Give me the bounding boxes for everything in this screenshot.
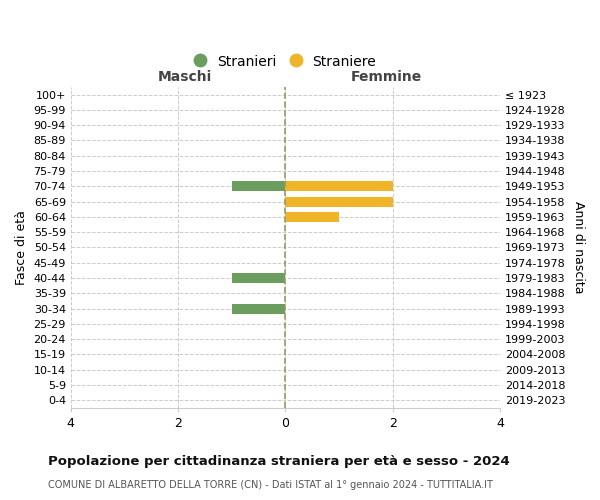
Y-axis label: Anni di nascita: Anni di nascita <box>572 201 585 294</box>
Bar <box>232 273 286 283</box>
Text: Maschi: Maschi <box>157 70 212 84</box>
Bar <box>286 196 392 206</box>
Bar <box>286 212 339 222</box>
Y-axis label: Fasce di età: Fasce di età <box>15 210 28 285</box>
Bar <box>286 182 392 192</box>
Bar <box>232 304 286 314</box>
Text: Femmine: Femmine <box>350 70 422 84</box>
Text: COMUNE DI ALBARETTO DELLA TORRE (CN) - Dati ISTAT al 1° gennaio 2024 - TUTTITALI: COMUNE DI ALBARETTO DELLA TORRE (CN) - D… <box>48 480 493 490</box>
Bar <box>232 182 286 192</box>
Text: Popolazione per cittadinanza straniera per età e sesso - 2024: Popolazione per cittadinanza straniera p… <box>48 455 510 468</box>
Legend: Stranieri, Straniere: Stranieri, Straniere <box>189 49 382 74</box>
